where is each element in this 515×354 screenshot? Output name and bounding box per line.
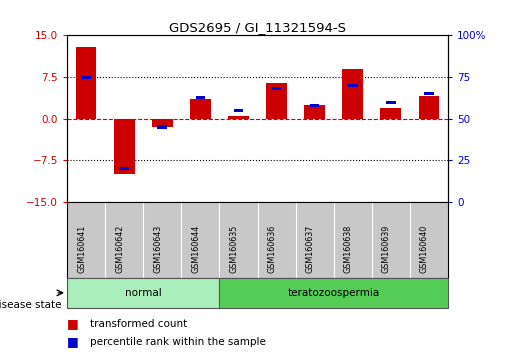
Text: ■: ■ [67,318,79,330]
Bar [310,104,319,107]
Text: ■: ■ [67,335,79,348]
Bar [114,119,134,174]
Bar [158,125,167,129]
Text: teratozoospermia: teratozoospermia [287,288,380,298]
Text: GSM160638: GSM160638 [344,225,353,273]
Bar [228,116,249,119]
Bar [234,109,243,112]
Bar [304,105,325,119]
Bar [196,96,205,98]
Text: GSM160644: GSM160644 [192,225,200,273]
Text: GSM160639: GSM160639 [382,225,391,273]
Text: GSM160635: GSM160635 [230,225,238,273]
Text: GSM160643: GSM160643 [153,225,162,273]
Bar [381,108,401,119]
Bar [419,97,439,119]
Text: GSM160636: GSM160636 [268,225,277,273]
Text: percentile rank within the sample: percentile rank within the sample [90,337,266,347]
Bar [190,99,211,119]
Bar [348,84,357,87]
Text: GSM160637: GSM160637 [306,225,315,273]
Text: GSM160642: GSM160642 [115,225,124,273]
Text: transformed count: transformed count [90,319,187,329]
Text: GSM160640: GSM160640 [420,225,429,273]
Title: GDS2695 / GI_11321594-S: GDS2695 / GI_11321594-S [169,21,346,34]
Text: GSM160641: GSM160641 [77,225,86,273]
Bar [386,101,396,104]
Text: normal: normal [125,288,162,298]
Bar [81,75,91,79]
Bar [119,167,129,170]
Bar [219,278,448,308]
Text: disease state: disease state [0,300,62,310]
Bar [272,87,281,90]
Bar [424,92,434,95]
Bar [67,278,219,308]
Bar [342,69,363,119]
Bar [152,119,173,127]
Bar [76,46,96,119]
Bar [266,82,287,119]
